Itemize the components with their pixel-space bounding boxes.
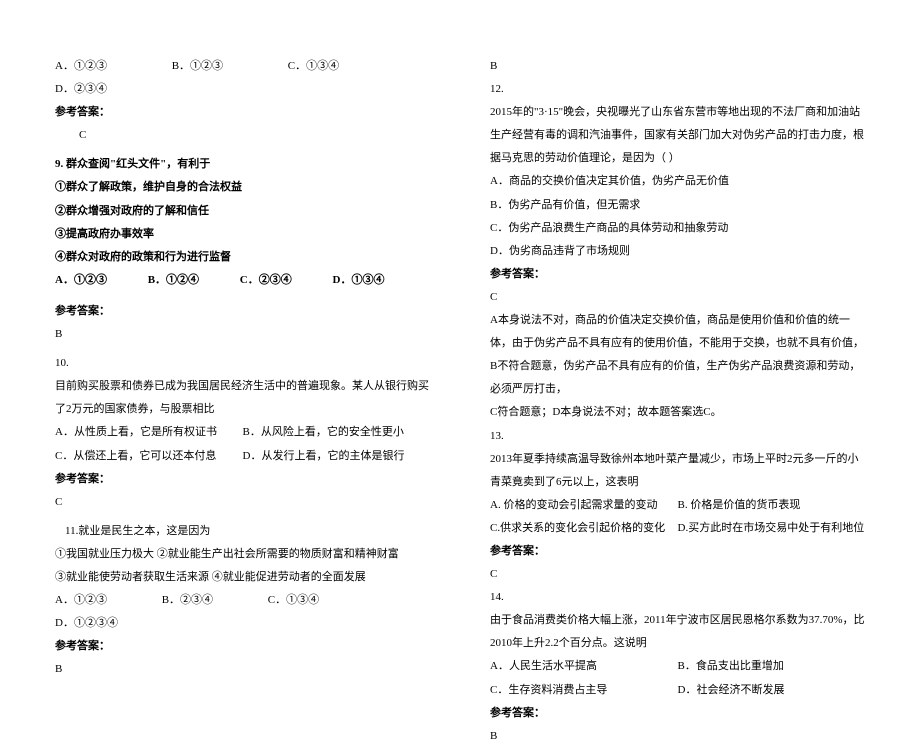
- q9-d: D．①③④: [333, 269, 385, 292]
- q13-row2: C.供求关系的变化会引起价格的变化 D.买方此时在市场交易中处于有利地位: [490, 517, 865, 540]
- q14-c: C．生存资料消费占主导: [490, 679, 678, 702]
- q14-answer: B: [490, 725, 865, 748]
- q14-stem: 由于食品消费类价格大幅上涨，2011年宁波市区居民恩格尔系数为37.70%，比2…: [490, 609, 865, 655]
- q11-a: A．①②③: [55, 589, 107, 612]
- q12-a: A．商品的交换价值决定其价值，伪劣产品无价值: [490, 170, 865, 193]
- q9-o3: ③提高政府办事效率: [55, 223, 430, 246]
- q9-a: A．①②③: [55, 269, 107, 292]
- opt-b: B．①②③: [172, 55, 223, 78]
- ref-answer-label: 参考答案：: [55, 468, 430, 491]
- q11-answer: B: [55, 658, 430, 681]
- q11-options: A．①②③ B．②③④ C．①③④ D．①②③④: [55, 589, 430, 635]
- q12-exp2: B不符合题意，伪劣产品不具有应有的价值，生产伪劣产品浪费资源和劳动，必须严厉打击…: [490, 355, 865, 401]
- q13-stem: 2013年夏季持续高温导致徐州本地叶菜产量减少，市场上平时2元多一斤的小青菜竟卖…: [490, 448, 865, 494]
- q9-o2: ②群众增强对政府的了解和信任: [55, 200, 430, 223]
- q13-c: C.供求关系的变化会引起价格的变化: [490, 517, 678, 540]
- q12-b: B．伪劣产品有价值，但无需求: [490, 194, 865, 217]
- ref-answer-label: 参考答案：: [55, 635, 430, 658]
- q13-a: A. 价格的变动会引起需求量的变动: [490, 494, 678, 517]
- q12-num: 12.: [490, 78, 865, 101]
- q13-d: D.买方此时在市场交易中处于有利地位: [678, 517, 866, 540]
- left-column: A．①②③ B．①②③ C．①③④ D．②③④ 参考答案： C 9. 群众查阅"…: [0, 0, 460, 651]
- q13-num: 13.: [490, 425, 865, 448]
- opt-c: C．①③④: [288, 55, 339, 78]
- q10-row1: A．从性质上看，它是所有权证书 B．从风险上看，它的安全性更小: [55, 421, 430, 444]
- right-top-ans: B: [490, 55, 865, 78]
- q10-num: 10.: [55, 352, 430, 375]
- q13-row1: A. 价格的变动会引起需求量的变动 B. 价格是价值的货币表现: [490, 494, 865, 517]
- q14-d: D．社会经济不断发展: [678, 679, 866, 702]
- q13-b: B. 价格是价值的货币表现: [678, 494, 866, 517]
- q10-stem: 目前购买股票和债券已成为我国居民经济生活中的普遍现象。某人从银行购买了2万元的国…: [55, 375, 430, 421]
- ref-answer-label: 参考答案：: [55, 101, 430, 124]
- q12-exp3: C符合题意；D本身说法不对；故本题答案选C。: [490, 401, 865, 424]
- q9-options: A．①②③ B．①②④ C．②③④ D．①③④: [55, 269, 430, 292]
- q11-b: B．②③④: [162, 589, 213, 612]
- q10-a: A．从性质上看，它是所有权证书: [55, 421, 243, 444]
- q14-row1: A．人民生活水平提高 B．食品支出比重增加: [490, 655, 865, 678]
- q10-answer: C: [55, 491, 430, 514]
- q12-exp1: A本身说法不对，商品的价值决定交换价值，商品是使用价值和价值的统一体，由于伪劣产…: [490, 309, 865, 355]
- q11-c: C．①③④: [268, 589, 319, 612]
- ref-answer-label: 参考答案：: [55, 300, 430, 323]
- right-column: B 12. 2015年的"3·15"晚会，央视曝光了山东省东营市等地出现的不法厂…: [460, 0, 920, 651]
- q9-o1: ①群众了解政策，维护自身的合法权益: [55, 176, 430, 199]
- q12-answer: C: [490, 286, 865, 309]
- q10-c: C．从偿还上看，它可以还本付息: [55, 445, 243, 468]
- q10-d: D．从发行上看，它的主体是银行: [243, 445, 431, 468]
- q13-answer: C: [490, 563, 865, 586]
- opt-d: D．②③④: [55, 78, 107, 101]
- q12-d: D．伪劣商品违背了市场规则: [490, 240, 865, 263]
- q14-b: B．食品支出比重增加: [678, 655, 866, 678]
- q11-line2: ③就业能使劳动者获取生活来源 ④就业能促进劳动者的全面发展: [55, 566, 430, 589]
- q12-c: C．伪劣产品浪费生产商品的具体劳动和抽象劳动: [490, 217, 865, 240]
- q11-stem: 11.就业是民生之本，这是因为: [55, 520, 430, 543]
- q12-stem: 2015年的"3·15"晚会，央视曝光了山东省东营市等地出现的不法厂商和加油站生…: [490, 101, 865, 170]
- q-top-answer: C: [55, 124, 430, 147]
- ref-answer-label: 参考答案：: [490, 540, 865, 563]
- q14-a: A．人民生活水平提高: [490, 655, 678, 678]
- ref-answer-label: 参考答案：: [490, 263, 865, 286]
- q9-o4: ④群众对政府的政策和行为进行监督: [55, 246, 430, 269]
- q11-d: D．①②③④: [55, 612, 118, 635]
- q11-line1: ①我国就业压力极大 ②就业能生产出社会所需要的物质财富和精神财富: [55, 543, 430, 566]
- q9-answer: B: [55, 323, 430, 346]
- q9-c: C．②③④: [240, 269, 292, 292]
- q9-b: B．①②④: [148, 269, 199, 292]
- q9-stem: 9. 群众查阅"红头文件"，有利于: [55, 153, 430, 176]
- opt-a: A．①②③: [55, 55, 107, 78]
- ref-answer-label: 参考答案：: [490, 702, 865, 725]
- q10-row2: C．从偿还上看，它可以还本付息 D．从发行上看，它的主体是银行: [55, 445, 430, 468]
- q14-num: 14.: [490, 586, 865, 609]
- q10-b: B．从风险上看，它的安全性更小: [243, 421, 431, 444]
- q14-row2: C．生存资料消费占主导 D．社会经济不断发展: [490, 679, 865, 702]
- q-top-options: A．①②③ B．①②③ C．①③④ D．②③④: [55, 55, 430, 101]
